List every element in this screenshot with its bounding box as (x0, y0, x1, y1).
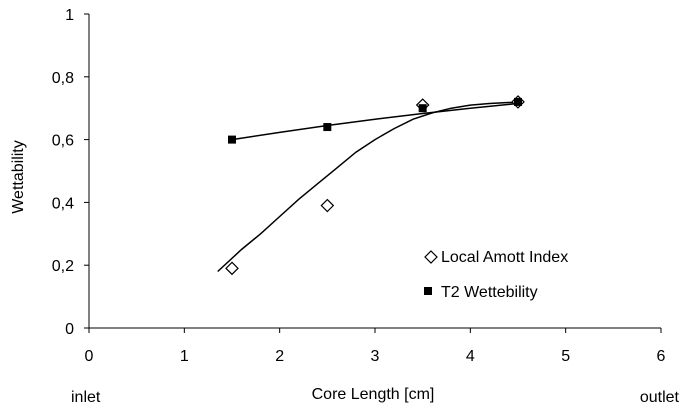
y-tick-label: 0,4 (52, 195, 74, 212)
x-tick-label: 2 (275, 348, 284, 365)
legend-label-local-amott-index: Local Amott Index (441, 249, 568, 266)
x-tick-label: 0 (85, 348, 94, 365)
y-tick-label: 0,2 (52, 258, 74, 275)
legend-marker-square (424, 287, 432, 295)
x-tick-label: 5 (561, 348, 570, 365)
y-tick-label: 0,8 (52, 70, 74, 87)
outlet-annotation: outlet (640, 389, 680, 406)
local-amott-trendline (217, 101, 518, 273)
legend-label-t2-wettebility: T2 Wettebility (441, 284, 538, 301)
y-tick-label: 1 (65, 7, 74, 24)
inlet-annotation: inlet (71, 389, 101, 406)
y-tick-label: 0,6 (52, 133, 74, 150)
legend-marker-diamond (424, 250, 438, 264)
t2-wettebility-point (228, 135, 236, 144)
t2-wettebility-point (323, 123, 332, 132)
legend: Local Amott Index T2 Wettebility (424, 249, 568, 301)
t2-wettebility-trendline (231, 102, 519, 141)
x-tick-label: 1 (180, 348, 189, 365)
t2-wettebility-point (418, 104, 427, 113)
x-tick-label: 4 (466, 348, 475, 365)
y-tick-label: 0 (65, 321, 74, 338)
t2-wettebility-point (514, 97, 522, 106)
axes (84, 13, 662, 333)
x-axis-label: Core Length [cm] (312, 386, 435, 403)
x-tick-label: 6 (657, 348, 666, 365)
local-amott-point (320, 198, 335, 213)
local-amott-point (225, 261, 239, 276)
x-tick-label: 3 (371, 348, 380, 365)
y-axis-label: Wettability (10, 140, 27, 214)
trendlines (217, 101, 519, 273)
legend-item-t2-wettebility: T2 Wettebility (424, 284, 538, 301)
tick-labels: 0 0,2 0,4 0,6 0,8 1 0 1 2 3 4 5 6 (52, 7, 666, 365)
legend-item-local-amott-index: Local Amott Index (424, 249, 568, 266)
data-points (225, 95, 525, 276)
